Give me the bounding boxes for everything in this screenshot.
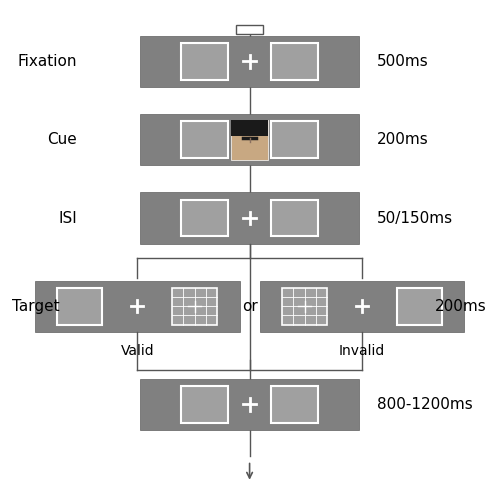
- Bar: [397, 288, 442, 324]
- Text: 200ms: 200ms: [435, 299, 486, 314]
- Bar: [181, 386, 228, 422]
- Bar: [271, 200, 318, 236]
- Bar: [140, 114, 360, 166]
- Bar: [35, 280, 240, 332]
- Bar: [260, 280, 464, 332]
- Text: 200ms: 200ms: [377, 132, 428, 147]
- Text: Valid: Valid: [120, 344, 154, 358]
- Text: Target: Target: [12, 299, 60, 314]
- Bar: [172, 288, 217, 324]
- Bar: [181, 122, 228, 158]
- Bar: [282, 288, 327, 324]
- Text: or: or: [242, 299, 258, 314]
- Text: 800-1200ms: 800-1200ms: [377, 397, 472, 412]
- Bar: [231, 120, 268, 160]
- Bar: [140, 379, 360, 430]
- Text: Fixation: Fixation: [18, 54, 78, 69]
- Bar: [231, 120, 268, 136]
- Bar: [271, 122, 318, 158]
- Text: ISI: ISI: [58, 211, 78, 225]
- Bar: [181, 43, 228, 79]
- Bar: [140, 36, 360, 87]
- Bar: [58, 288, 102, 324]
- Text: Invalid: Invalid: [339, 344, 385, 358]
- Text: 50/150ms: 50/150ms: [377, 211, 453, 225]
- Bar: [140, 192, 360, 244]
- Text: 500ms: 500ms: [377, 54, 428, 69]
- Bar: [181, 200, 228, 236]
- Text: Cue: Cue: [48, 132, 78, 147]
- Bar: [236, 25, 264, 34]
- Bar: [271, 386, 318, 422]
- Bar: [271, 43, 318, 79]
